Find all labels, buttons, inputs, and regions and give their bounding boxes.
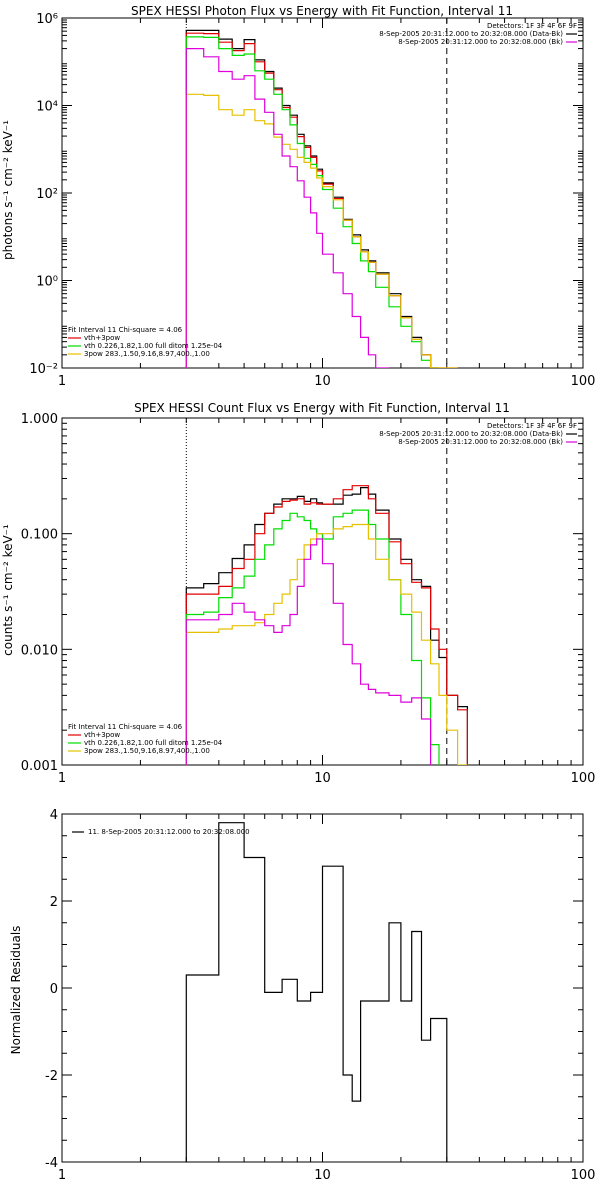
series-line-1 bbox=[185, 32, 458, 368]
y-tick-label: 10⁰ bbox=[36, 275, 58, 290]
y-tick-label: 2 bbox=[50, 895, 58, 910]
y-tick-label: 10⁴ bbox=[36, 100, 58, 115]
y-tick-label: 10⁶ bbox=[36, 12, 58, 27]
y-tick-label: 10⁻² bbox=[29, 362, 58, 377]
x-tick-label: 10 bbox=[314, 374, 331, 389]
legend-top-text: Detectors: 1F 3F 4F 6F 9F bbox=[487, 22, 577, 30]
count-flux-y-axis-label: counts s⁻¹ cm⁻² keV⁻¹ bbox=[1, 524, 15, 656]
series-line-3 bbox=[185, 523, 468, 765]
photon-flux-panel: SPEX HESSI Photon Flux vs Energy with Fi… bbox=[1, 4, 595, 389]
y-tick-label: 0.100 bbox=[21, 528, 58, 543]
y-tick-label: 4 bbox=[50, 808, 58, 823]
series-line-3 bbox=[185, 93, 458, 368]
x-tick-label: 1 bbox=[58, 374, 66, 389]
legend-bottom-text: vth 0.226,1.82,1.00 full ditom 1.25e-04 bbox=[84, 342, 223, 350]
series-group bbox=[185, 485, 468, 765]
series-line-1 bbox=[185, 485, 468, 765]
series-line-2 bbox=[185, 36, 439, 368]
legend-top-text: 8-Sep-2005 20:31:12.000 to 20:32:08.000 … bbox=[398, 38, 563, 46]
count-flux-title: SPEX HESSI Count Flux vs Energy with Fit… bbox=[134, 401, 510, 415]
legend-bottom-text: 3pow 283.,1.50,9.16,8.97,400.,1.00 bbox=[84, 350, 210, 358]
photon-flux-title: SPEX HESSI Photon Flux vs Energy with Fi… bbox=[131, 4, 513, 18]
legend-top-text: 8-Sep-2005 20:31:12.000 to 20:32:08.000 … bbox=[379, 430, 563, 438]
plot-frame bbox=[61, 17, 584, 369]
x-tick-label: 1 bbox=[58, 1168, 66, 1183]
y-tick-label: 0.001 bbox=[21, 759, 58, 774]
residuals-panel: Normalized Residuals 1 10 100 -4 -2 0 2 4 11. 8-… bbox=[9, 808, 595, 1183]
y-tick-label: 10² bbox=[36, 187, 58, 202]
legend-top-text: 8-Sep-2005 20:31:12.000 to 20:32:08.000 … bbox=[379, 30, 563, 38]
legend-top-text: Detectors: 1F 3F 4F 6F 9F bbox=[487, 422, 577, 430]
plot-frame bbox=[61, 417, 584, 766]
y-tick-label: 1.000 bbox=[21, 412, 58, 427]
photon-flux-y-axis-label: photons s⁻¹ cm⁻² keV⁻¹ bbox=[1, 120, 15, 260]
series-line-4 bbox=[185, 538, 432, 765]
y-tick-label: 0 bbox=[50, 982, 58, 997]
count-flux-panel: SPEX HESSI Count Flux vs Energy with Fit… bbox=[1, 401, 595, 786]
legend-bottom-text: 3pow 283.,1.50,9.16,8.97,400.,1.00 bbox=[84, 747, 210, 755]
x-tick-label: 100 bbox=[571, 1168, 596, 1183]
y-tick-label: 0.010 bbox=[21, 643, 58, 658]
x-tick-label: 100 bbox=[571, 374, 596, 389]
series-group bbox=[185, 29, 458, 368]
series-line-0 bbox=[185, 822, 448, 1162]
series-line-0 bbox=[185, 487, 468, 765]
x-tick-label: 1 bbox=[58, 771, 66, 786]
series-group bbox=[185, 822, 448, 1162]
legend-top-text: 8-Sep-2005 20:31:12.000 to 20:32:08.000 … bbox=[398, 438, 563, 446]
series-line-4 bbox=[185, 48, 389, 368]
y-tick-label: -2 bbox=[45, 1069, 58, 1084]
x-tick-label: 10 bbox=[314, 1168, 331, 1183]
legend-bottom-text: Fit Interval 11 Chi-square = 4.06 bbox=[68, 326, 183, 334]
y-tick-label: -4 bbox=[45, 1156, 58, 1171]
legend-bottom-text: Fit Interval 11 Chi-square = 4.06 bbox=[68, 723, 183, 731]
legend-bottom-text: vth+3pow bbox=[84, 731, 120, 739]
legend-residual-text: 11. 8-Sep-2005 20:31:12.000 to 20:32:08.… bbox=[88, 828, 250, 836]
residuals-y-axis-label: Normalized Residuals bbox=[9, 926, 23, 1055]
x-tick-label: 10 bbox=[314, 771, 331, 786]
x-tick-label: 100 bbox=[571, 771, 596, 786]
legend-bottom-text: vth 0.226,1.82,1.00 full ditom 1.25e-04 bbox=[84, 739, 223, 747]
legend-bottom-text: vth+3pow bbox=[84, 334, 120, 342]
